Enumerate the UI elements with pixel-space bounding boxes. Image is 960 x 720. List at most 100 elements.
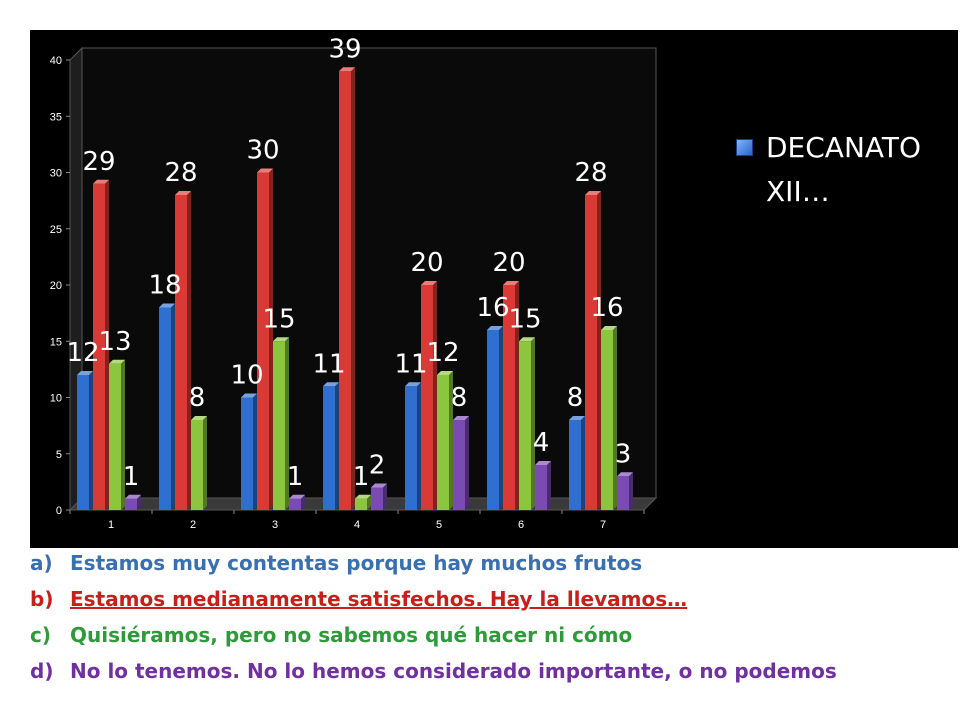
data-label: 39 xyxy=(328,34,361,64)
bar-top xyxy=(585,191,601,195)
answer-text: No lo tenemos. No lo hemos considerado i… xyxy=(70,659,837,683)
answer-text: Estamos muy contentas porque hay muchos … xyxy=(70,551,643,575)
bar-top xyxy=(503,281,519,285)
bar-front xyxy=(535,465,547,510)
bar-front xyxy=(289,498,301,510)
bar-front xyxy=(617,476,629,510)
bar xyxy=(273,337,289,510)
bar-side xyxy=(301,494,305,510)
bar-top xyxy=(77,371,93,375)
bar-top xyxy=(339,67,355,72)
data-label: 12 xyxy=(426,338,459,368)
bar xyxy=(93,179,109,510)
bar-side xyxy=(449,371,453,510)
bar-top xyxy=(125,494,141,499)
bar-top xyxy=(487,326,503,330)
bar-side xyxy=(629,472,633,510)
bar-front xyxy=(125,498,137,510)
bar xyxy=(601,326,617,510)
bar-side xyxy=(417,382,421,510)
bar-top xyxy=(257,168,273,173)
bar-top xyxy=(323,382,339,387)
bar-front xyxy=(519,341,531,510)
y-tick-label: 35 xyxy=(50,111,62,123)
bar-front xyxy=(569,420,581,510)
data-label: 10 xyxy=(230,361,263,391)
bar-side xyxy=(285,337,289,510)
bar xyxy=(159,303,175,510)
bar xyxy=(519,337,535,510)
bar-top xyxy=(93,179,109,184)
x-tick-label: 1 xyxy=(108,519,114,531)
bar-layer xyxy=(77,67,633,510)
y-tick-label: 30 xyxy=(50,168,62,180)
data-label: 30 xyxy=(246,136,279,166)
bar xyxy=(437,371,453,510)
bar-front xyxy=(159,307,171,510)
bar xyxy=(405,382,421,510)
data-label: 16 xyxy=(590,293,623,323)
bar xyxy=(175,191,191,510)
bar-side xyxy=(187,191,191,510)
y-tick-label: 25 xyxy=(50,224,62,236)
bar-top xyxy=(241,393,257,398)
y-tick-label: 10 xyxy=(50,393,62,405)
data-label: 15 xyxy=(508,304,541,334)
data-label: 18 xyxy=(148,271,181,301)
answer-letter: b) xyxy=(30,587,54,611)
data-label: 8 xyxy=(451,383,468,413)
chart-panel: 0 5 10 15 20 25 30 35 40 1 2 3 4 5 6 7 12 29 13 1 18 28 8 10 30… xyxy=(30,30,958,548)
data-label: 11 xyxy=(312,349,345,379)
data-label: 1 xyxy=(287,462,304,492)
data-label: 15 xyxy=(262,304,295,334)
y-tick-label: 40 xyxy=(50,55,62,67)
bar xyxy=(569,416,585,510)
bar-side xyxy=(367,494,371,510)
bar-top xyxy=(405,382,421,387)
bar xyxy=(371,483,387,510)
bar xyxy=(617,472,633,510)
bar-top xyxy=(175,191,191,195)
data-label: 29 xyxy=(82,147,115,177)
bar-top xyxy=(289,494,305,499)
bar-front xyxy=(371,487,383,510)
bar xyxy=(535,461,551,510)
bar-top xyxy=(421,281,437,285)
bar xyxy=(241,393,257,510)
x-tick-label: 5 xyxy=(436,519,442,531)
bar-front xyxy=(585,195,597,510)
bar-front xyxy=(109,363,121,510)
bar-front xyxy=(421,285,433,510)
bar-side xyxy=(547,461,551,510)
data-label: 20 xyxy=(492,248,525,278)
x-tick-label: 2 xyxy=(190,519,196,531)
bar-side xyxy=(137,494,141,510)
bar-top xyxy=(601,326,617,330)
bar-side xyxy=(269,168,273,510)
bar-front xyxy=(355,498,367,510)
bar xyxy=(453,416,469,510)
bar-side xyxy=(499,326,503,510)
bar-front xyxy=(241,397,253,510)
bar xyxy=(585,191,601,510)
bar-front xyxy=(273,341,285,510)
bar-side xyxy=(613,326,617,510)
answer-option-d: d) No lo tenemos. No lo hemos considerado… xyxy=(30,656,837,686)
bar xyxy=(355,494,371,510)
bar-front xyxy=(93,183,105,510)
bar-top xyxy=(109,359,125,364)
bar-top xyxy=(437,371,453,375)
x-tick-label: 7 xyxy=(600,519,606,531)
bar-top xyxy=(159,303,175,308)
bar-front xyxy=(191,420,203,510)
bar-top xyxy=(617,472,633,477)
bar xyxy=(77,371,93,510)
bar-top xyxy=(273,337,289,342)
bar xyxy=(503,281,519,510)
data-label: 2 xyxy=(369,451,386,481)
bar-side xyxy=(383,483,387,510)
data-label: 28 xyxy=(164,158,197,188)
bar-side xyxy=(105,179,109,510)
data-label: 28 xyxy=(574,158,607,188)
